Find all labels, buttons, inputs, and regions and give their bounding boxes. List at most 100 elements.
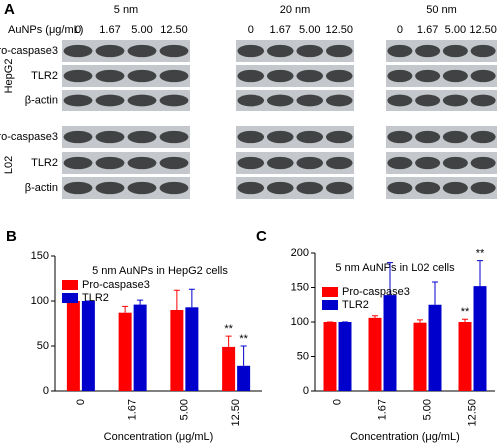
band [325, 44, 353, 58]
band [442, 94, 468, 107]
band [325, 69, 353, 83]
band [63, 156, 93, 170]
band [127, 94, 157, 107]
blot [62, 126, 190, 148]
band [127, 44, 157, 58]
significance: ** [224, 323, 233, 335]
error-bar [477, 260, 483, 287]
bar [413, 322, 427, 391]
error-bar [188, 288, 195, 308]
band [266, 130, 294, 144]
protein-label: Pro-caspase3 [0, 45, 58, 57]
bar [81, 301, 95, 391]
band [237, 181, 265, 195]
error-bar [372, 315, 378, 318]
y-tick-label: 150 [31, 250, 49, 262]
x-tick-label: 0 [331, 399, 343, 405]
bar [222, 346, 236, 391]
protein-label: TLR2 [31, 70, 58, 82]
y-tick-label: 200 [291, 247, 309, 259]
blot [62, 90, 190, 111]
band [470, 130, 496, 144]
band [387, 130, 413, 144]
band [266, 69, 294, 83]
blot [236, 152, 354, 174]
band [470, 156, 496, 170]
concentration: 12.50 [325, 24, 353, 36]
bar [118, 312, 132, 391]
band [325, 181, 353, 195]
unit-label: AuNPs (μg/mL) [8, 24, 83, 36]
error-bar [122, 305, 129, 313]
protein-label: β-actin [25, 94, 58, 106]
error-bar [462, 318, 468, 322]
y-tick-label: 150 [291, 281, 309, 293]
cell-line: L02 [3, 156, 15, 174]
band [442, 44, 468, 58]
blot [236, 177, 354, 199]
band [415, 69, 441, 83]
blot [62, 65, 190, 87]
band [325, 130, 353, 144]
error-bar [225, 335, 232, 347]
size-title: 5 nm [114, 4, 138, 16]
band [470, 94, 496, 107]
blot [236, 126, 354, 148]
chart-title: 5 nm AuNPs in HepG2 cells [92, 265, 228, 277]
y-tick-label: 50 [37, 340, 49, 352]
blot [386, 152, 497, 174]
blot [386, 177, 497, 199]
band [415, 94, 441, 107]
blot [386, 65, 497, 87]
bar [473, 286, 487, 391]
blot [62, 177, 190, 199]
band [127, 69, 157, 83]
concentration: 0 [397, 24, 403, 36]
concentration: 1.67 [270, 24, 291, 36]
error-bar [417, 319, 423, 323]
bar [368, 317, 382, 391]
y-tick-label: 100 [31, 295, 49, 307]
band [95, 69, 125, 83]
band [415, 181, 441, 195]
concentration: 0 [75, 24, 81, 36]
band [387, 69, 413, 83]
band [159, 130, 189, 144]
legend-swatch [322, 287, 338, 297]
band [296, 130, 324, 144]
x-axis-label: Concentration (μg/mL) [104, 431, 214, 443]
band [237, 69, 265, 83]
x-tick-label: 12.50 [466, 399, 478, 427]
concentration: 0 [248, 24, 254, 36]
band [159, 94, 189, 107]
bar [170, 310, 184, 391]
protein-label: TLR2 [31, 157, 58, 169]
band [296, 44, 324, 58]
band [442, 181, 468, 195]
band [296, 156, 324, 170]
band [63, 130, 93, 144]
concentration: 5.00 [131, 24, 152, 36]
protein-label: Pro-caspase3 [0, 131, 58, 143]
band [470, 181, 496, 195]
band [63, 181, 93, 195]
size-title: 20 nm [280, 4, 311, 16]
y-tick-label: 50 [297, 350, 309, 362]
band [95, 156, 125, 170]
x-tick-label: 5.00 [178, 399, 190, 420]
error-bar [432, 281, 438, 305]
legend-label: Pro-caspase3 [342, 286, 410, 298]
band [95, 181, 125, 195]
band [415, 44, 441, 58]
significance: ** [239, 333, 248, 345]
bar [458, 322, 472, 391]
band [415, 130, 441, 144]
concentration: 5.00 [299, 24, 320, 36]
panel-label: C [256, 228, 267, 245]
bar [66, 301, 80, 391]
significance: ** [476, 247, 485, 259]
band [266, 44, 294, 58]
blot [62, 152, 190, 174]
band [442, 69, 468, 83]
